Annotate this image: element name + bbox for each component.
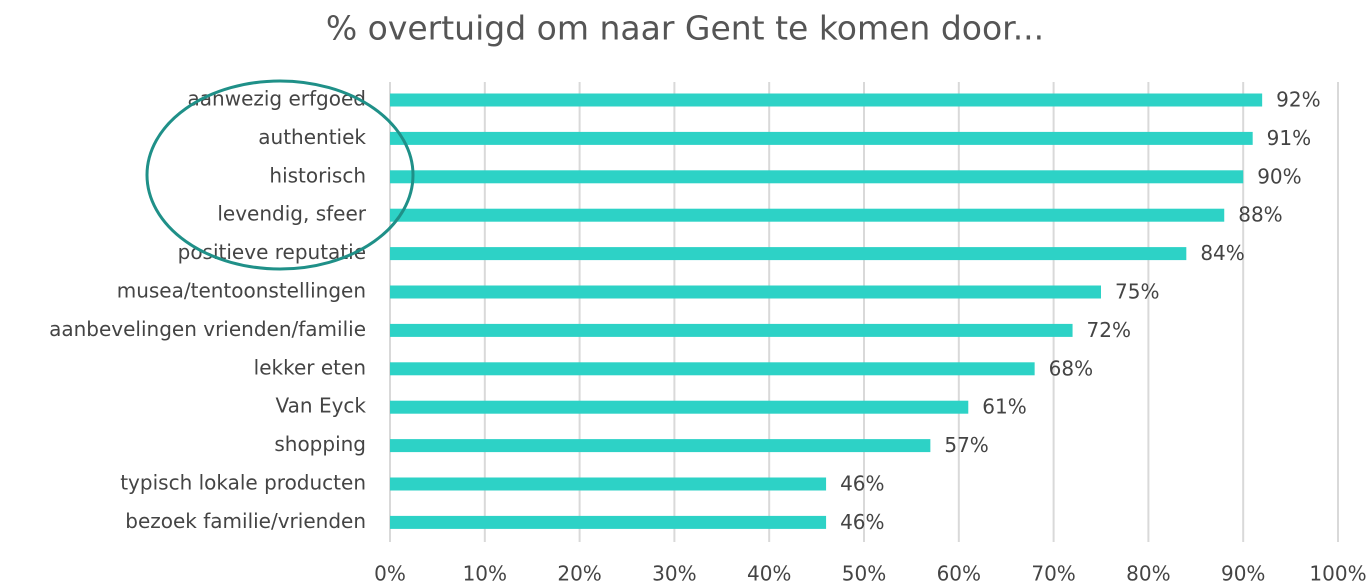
value-label: 92%	[1276, 88, 1320, 112]
x-tick-label: 70%	[1031, 562, 1075, 584]
value-label: 46%	[840, 472, 884, 496]
value-label: 88%	[1238, 203, 1282, 227]
value-label: 75%	[1115, 280, 1159, 304]
x-tick-label: 20%	[557, 562, 601, 584]
bar	[390, 170, 1244, 184]
y-tick-label: aanbevelingen vrienden/familie	[49, 317, 366, 341]
x-tick-label: 10%	[463, 562, 507, 584]
x-tick-label: 100%	[1309, 562, 1366, 584]
x-tick-label: 0%	[374, 562, 406, 584]
y-tick-label: historisch	[269, 163, 366, 187]
bar	[390, 400, 969, 414]
y-tick-label: typisch lokale producten	[120, 471, 366, 495]
x-tick-label: 90%	[1221, 562, 1265, 584]
value-label: 90%	[1257, 164, 1301, 188]
x-tick-label: 30%	[652, 562, 696, 584]
y-tick-label: levendig, sfeer	[217, 202, 366, 226]
value-label: 68%	[1049, 356, 1093, 380]
bar	[390, 439, 931, 453]
chart-title: % overtuigd om naar Gent te komen door..…	[326, 9, 1044, 48]
highlight-circle	[145, 79, 415, 271]
bar	[390, 362, 1035, 376]
bar	[390, 515, 827, 529]
value-label: 91%	[1267, 126, 1311, 150]
value-label: 72%	[1087, 318, 1131, 342]
y-tick-label: musea/tentoonstellingen	[117, 279, 366, 303]
bar	[390, 208, 1225, 222]
y-tick-label: shopping	[274, 432, 366, 456]
y-tick-label: Van Eyck	[276, 394, 367, 418]
value-label: 57%	[944, 433, 988, 457]
bar	[390, 131, 1253, 145]
bar	[390, 285, 1101, 299]
value-label: 61%	[982, 395, 1026, 419]
y-tick-label: bezoek familie/vrienden	[125, 509, 366, 533]
bar	[390, 93, 1263, 107]
bar	[390, 323, 1073, 337]
bar	[390, 247, 1187, 261]
x-tick-label: 50%	[842, 562, 886, 584]
x-tick-label: 40%	[747, 562, 791, 584]
y-tick-label: lekker eten	[254, 355, 366, 379]
bar	[390, 477, 827, 491]
value-label: 46%	[840, 510, 884, 534]
x-tick-label: 60%	[937, 562, 981, 584]
value-label: 84%	[1200, 241, 1244, 265]
y-tick-label: authentiek	[258, 125, 366, 149]
x-tick-label: 80%	[1126, 562, 1170, 584]
